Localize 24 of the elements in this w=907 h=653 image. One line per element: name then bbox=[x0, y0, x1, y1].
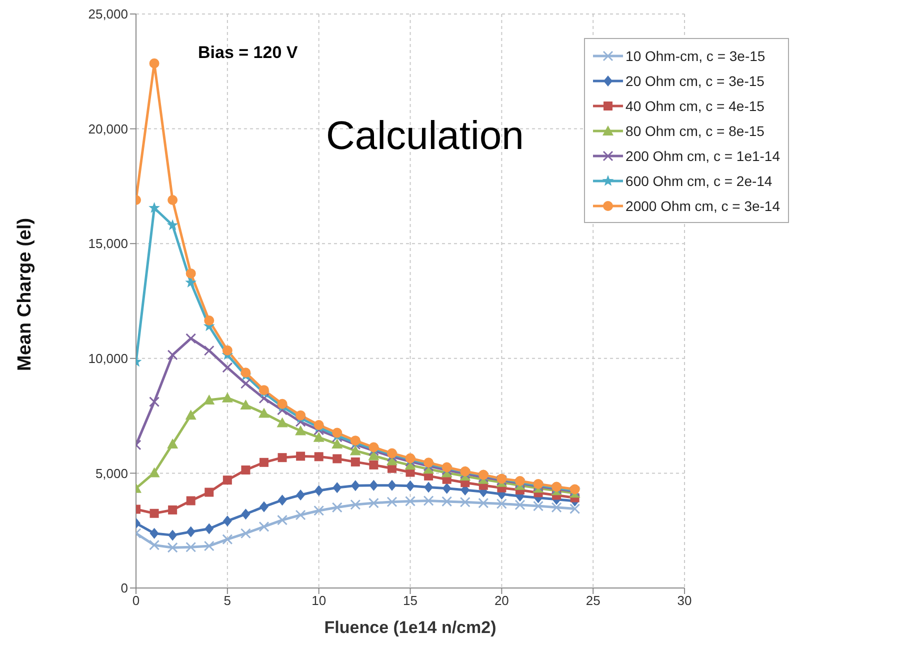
x-tick-label: 30 bbox=[677, 593, 692, 608]
y-axis-title: Mean Charge (el) bbox=[14, 218, 36, 371]
legend-label: 600 Ohm cm, c = 2e-14 bbox=[626, 172, 772, 190]
y-tick-label: 10,000 bbox=[88, 351, 128, 366]
x-tick-label: 25 bbox=[586, 593, 600, 608]
y-tick-label: 25,000 bbox=[88, 6, 128, 22]
y-tick-label: 0 bbox=[120, 580, 128, 596]
x-tick-label: 5 bbox=[224, 593, 232, 608]
y-tick-label: 15,000 bbox=[88, 236, 128, 252]
legend-label: 20 Ohm cm, c = 3e-15 bbox=[626, 72, 764, 90]
x-tick-label: 10 bbox=[312, 593, 326, 608]
legend-label: 80 Ohm cm, c = 8e-15 bbox=[626, 122, 764, 140]
annotation: Calculation bbox=[326, 114, 524, 159]
legend-label: 40 Ohm cm, c = 4e-15 bbox=[626, 96, 764, 114]
legend-label: 2000 Ohm cm, c = 3e-14 bbox=[626, 196, 780, 214]
x-tick-label: 15 bbox=[403, 593, 418, 608]
x-tick-label: 0 bbox=[132, 593, 140, 608]
legend-label: 200 Ohm cm, c = 1e1-14 bbox=[626, 146, 780, 164]
x-tick-label: 20 bbox=[494, 593, 509, 608]
y-tick-label: 5,000 bbox=[95, 466, 128, 481]
legend-label: 10 Ohm-cm, c = 3e-15 bbox=[626, 46, 766, 64]
y-tick-label: 20,000 bbox=[88, 121, 128, 136]
annotation: Bias = 120 V bbox=[198, 43, 298, 63]
x-axis-title: Fluence (1e14 n/cm2) bbox=[324, 618, 496, 637]
